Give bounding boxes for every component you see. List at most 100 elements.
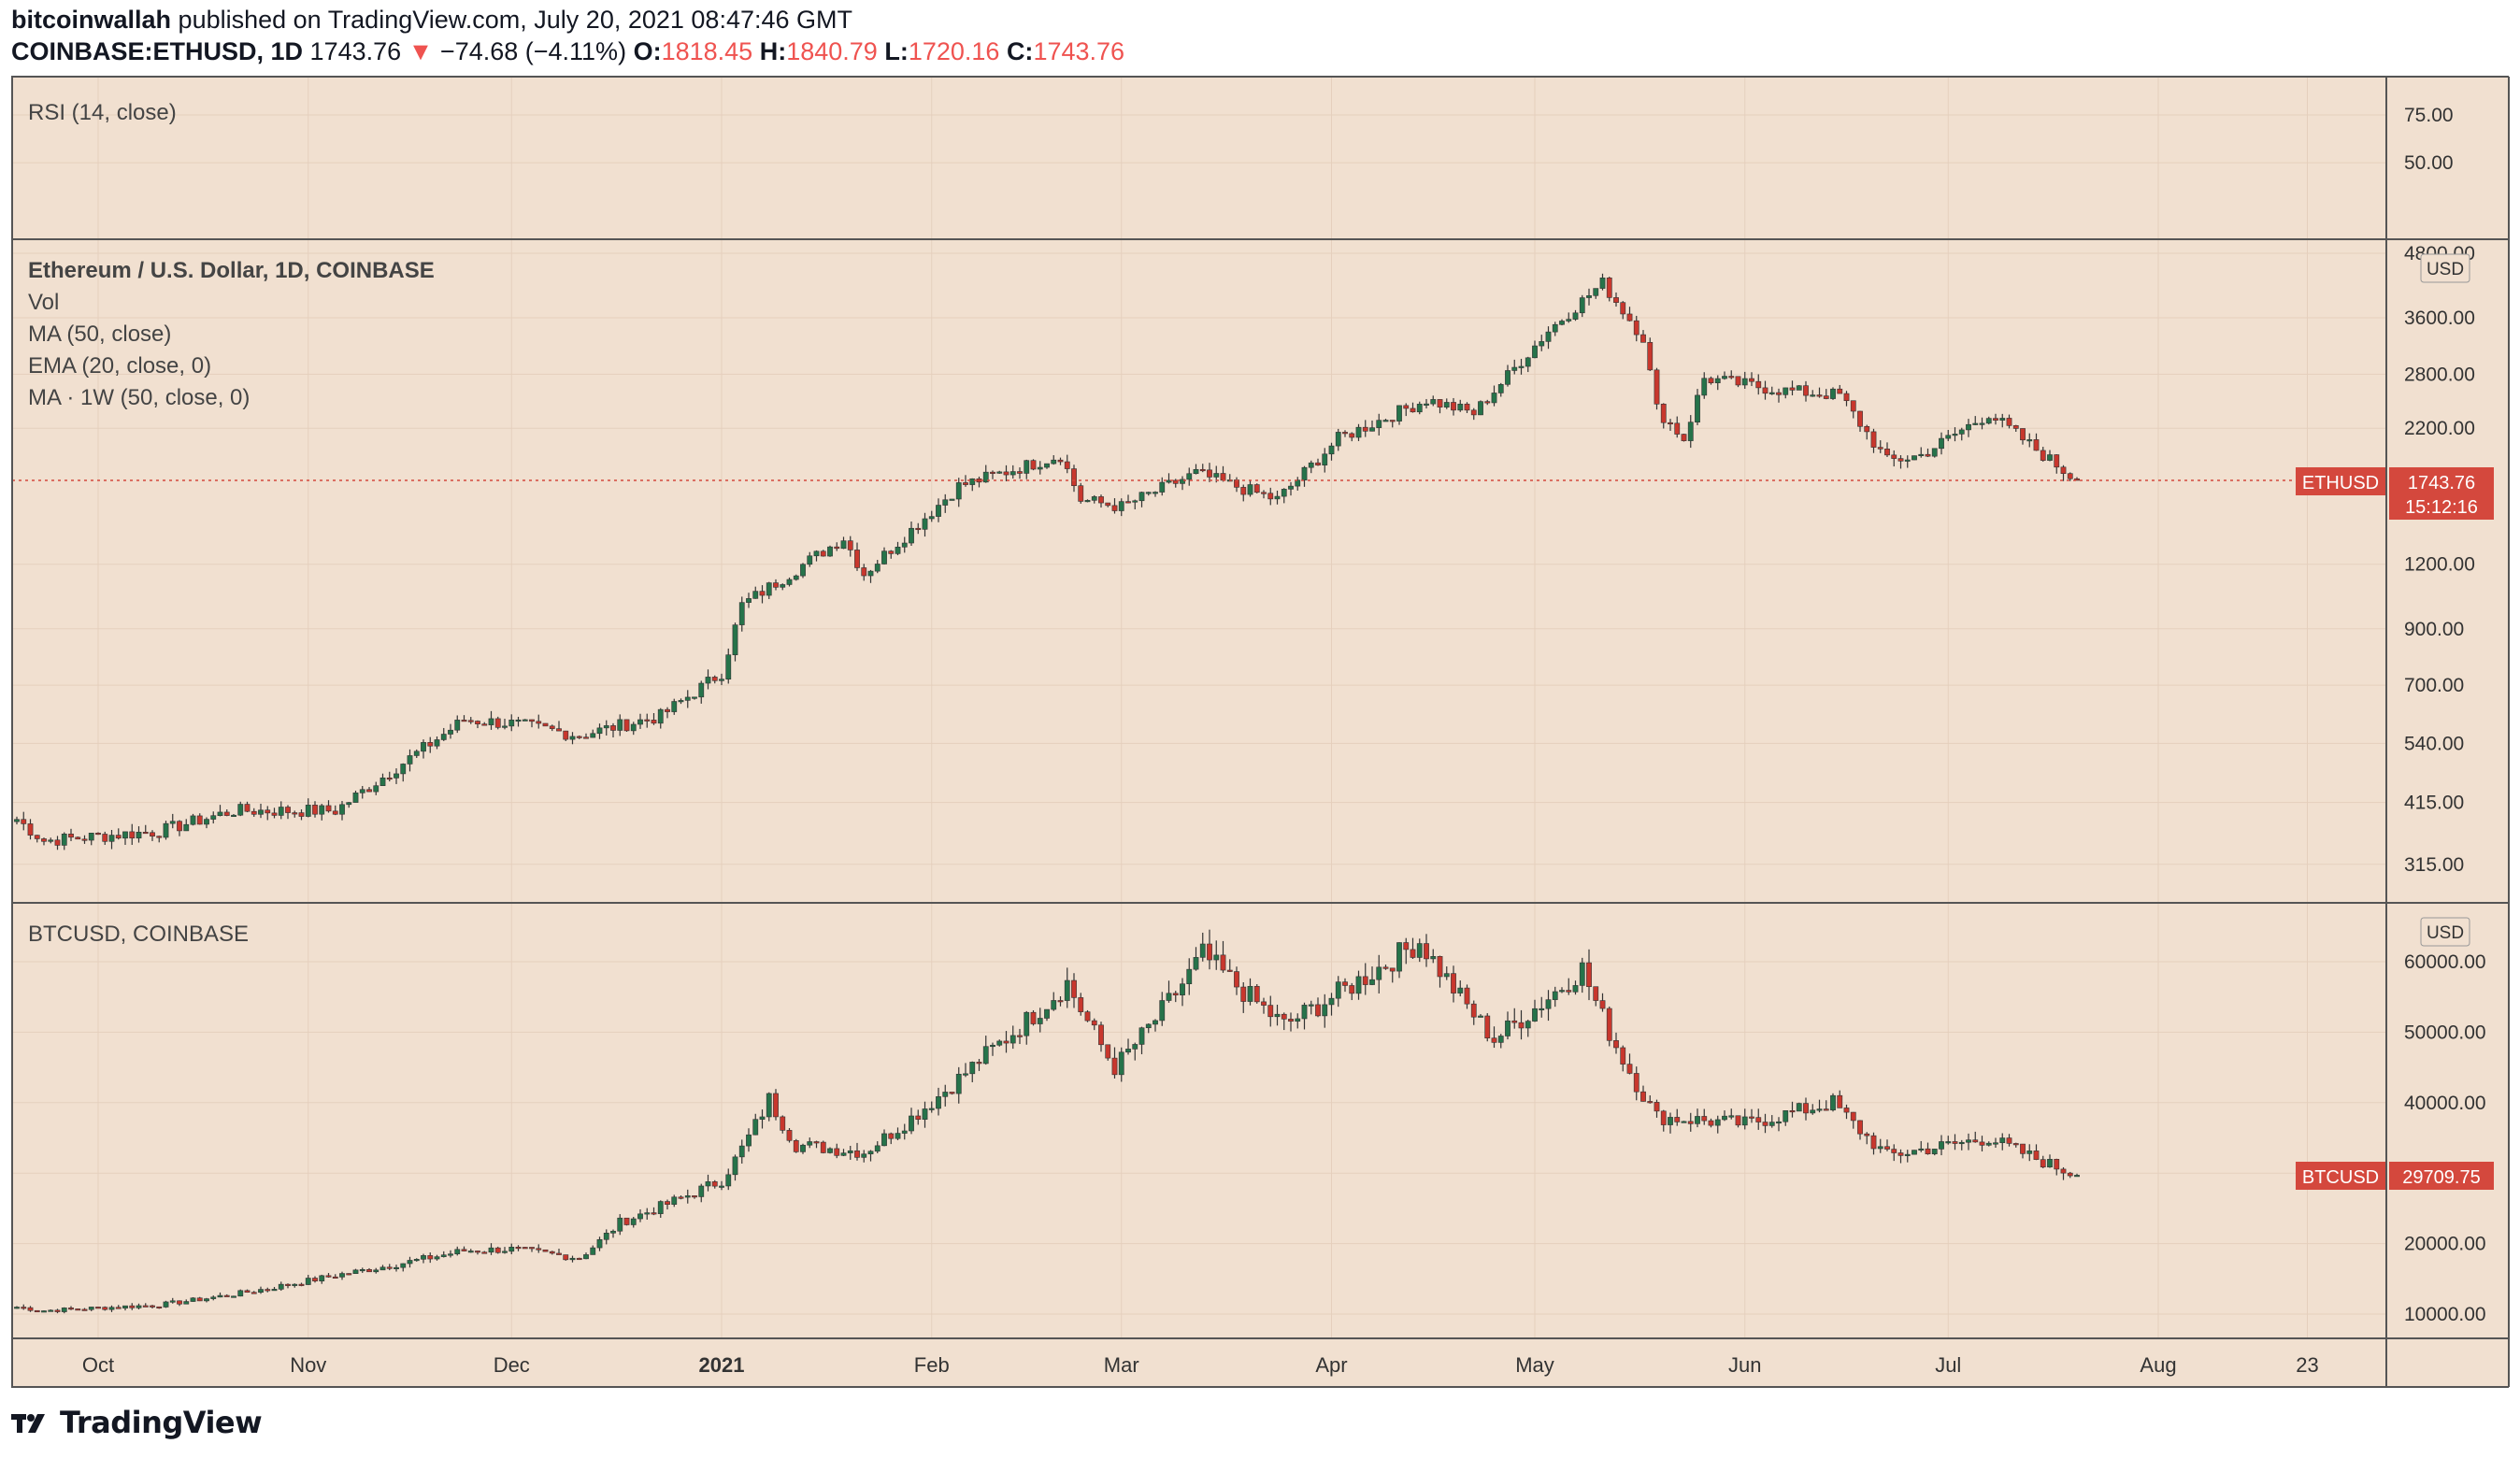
tradingview-logo[interactable]: TradingView [11, 1404, 263, 1441]
eth-candle [163, 822, 169, 838]
btc-candle [1382, 966, 1389, 969]
btc-candle [1654, 1102, 1660, 1112]
eth-candle [644, 719, 651, 722]
eth-candle [752, 591, 759, 599]
btc-candle [1626, 1064, 1633, 1074]
eth-candle [834, 546, 840, 550]
btc-candle [637, 1213, 643, 1220]
btc-candle [2060, 1168, 2067, 1174]
eth-candle [481, 723, 488, 726]
publisher-name[interactable]: bitcoinwallah [11, 6, 172, 34]
eth-candle [1572, 312, 1579, 320]
btc-candle [1145, 1023, 1152, 1029]
eth-candle [1261, 492, 1267, 494]
btc-candle [623, 1217, 630, 1225]
btc-candle [1098, 1024, 1104, 1046]
eth-candle [21, 819, 27, 824]
btc-candle [1220, 954, 1226, 971]
btc-candle [122, 1305, 128, 1308]
btc-candle [1695, 1116, 1700, 1124]
btc-candle [793, 1139, 799, 1152]
btc-currency-tag[interactable] [2420, 917, 2470, 947]
time-label: Jun [1728, 1353, 1761, 1377]
eth-candle [1545, 331, 1552, 342]
eth-candle [325, 805, 332, 812]
eth-candle [1668, 422, 1673, 425]
time-label: Jul [1935, 1353, 1961, 1377]
btc-candle [1180, 983, 1185, 995]
btc-candles [14, 929, 2080, 1314]
btc-candle [156, 1306, 163, 1309]
eth-price-scale[interactable]: 4800.003600.002800.002200.001200.00900.0… [2404, 243, 2475, 876]
btc-candle [400, 1263, 407, 1268]
btc-candle [888, 1133, 895, 1139]
btc-candle [1911, 1150, 1917, 1155]
btc-candle [407, 1260, 413, 1265]
eth-candle [34, 835, 40, 839]
eth-candle [1966, 423, 1971, 431]
btc-candle [1640, 1091, 1646, 1102]
btc-candle [75, 1308, 81, 1311]
btc-candle [332, 1276, 338, 1279]
btc-candle [1870, 1135, 1877, 1150]
low-label: L: [884, 37, 909, 65]
eth-candle [1884, 449, 1890, 456]
eth-candle [1037, 466, 1043, 470]
eth-candle [1274, 495, 1281, 500]
eth-candle [1939, 437, 1944, 450]
eth-candle [190, 815, 196, 825]
btc-candle [1125, 1049, 1131, 1053]
btc-candle [163, 1301, 169, 1308]
eth-candle [339, 804, 345, 815]
btc-candle [1783, 1110, 1789, 1122]
eth-candle [1823, 395, 1829, 399]
time-label: Mar [1104, 1353, 1139, 1377]
btc-candle [813, 1141, 820, 1144]
low-value: 1720.16 [908, 37, 1000, 65]
btc-candle [786, 1130, 793, 1141]
btc-candle [861, 1153, 867, 1158]
btc-candle [108, 1307, 115, 1310]
eth-candles [14, 273, 2080, 850]
btc-candle [1999, 1137, 2006, 1144]
eth-candle [54, 839, 61, 846]
time-label: Aug [2140, 1353, 2176, 1377]
eth-candle [1586, 295, 1592, 298]
eth-candle [271, 812, 278, 816]
eth-candle [1051, 459, 1057, 465]
eth-candle [759, 591, 766, 596]
btc-candle [969, 1062, 976, 1075]
eth-candle [583, 736, 589, 739]
eth-candle [1925, 453, 1931, 457]
btc-candle [1633, 1073, 1639, 1093]
eth-candle [1220, 473, 1226, 481]
eth-candle [678, 700, 684, 703]
btc-candle [1335, 981, 1341, 999]
rsi-price-scale[interactable]: 75.00 50.00 [2404, 105, 2454, 174]
btc-candle [136, 1305, 142, 1308]
btc-candle [1132, 1044, 1138, 1050]
eth-candle [1830, 388, 1836, 399]
btc-candle [671, 1196, 678, 1205]
time-scale[interactable]: Oct Nov Dec 2021 Feb Mar Apr May Jun Jul Aug 23 [82, 1353, 2319, 1377]
btc-candle [298, 1283, 305, 1286]
btc-candle [475, 1251, 480, 1253]
btc-candle [1253, 986, 1260, 1003]
btc-candle [1288, 1019, 1294, 1022]
eth-candle [1735, 376, 1741, 386]
btc-currency-label: USD [2427, 923, 2464, 943]
eth-candle [671, 701, 678, 712]
btc-candle [569, 1257, 576, 1261]
btc-candle [942, 1092, 949, 1097]
btc-candle [88, 1307, 94, 1310]
btc-candle [651, 1212, 657, 1215]
btc-candle [617, 1217, 623, 1232]
eth-candle [2054, 454, 2060, 468]
btc-candle [292, 1283, 298, 1286]
eth-currency-tag[interactable] [2420, 253, 2470, 283]
btc-candle [976, 1062, 982, 1065]
eth-candle [1030, 460, 1037, 470]
btc-candle [1939, 1141, 1944, 1150]
eth-candle [576, 736, 582, 738]
